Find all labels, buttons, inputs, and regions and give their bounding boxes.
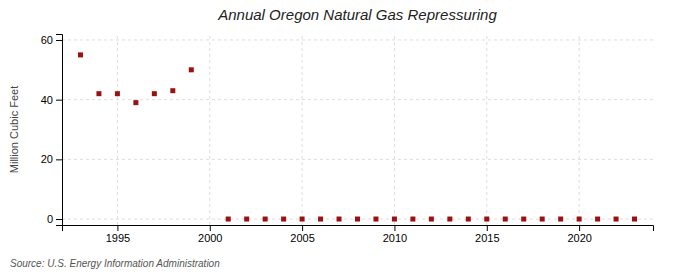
- point: [78, 52, 83, 57]
- point: [429, 217, 434, 222]
- grid-line-x: [394, 34, 395, 225]
- grid-line-x: [579, 34, 580, 225]
- point: [540, 217, 545, 222]
- point: [152, 91, 157, 96]
- y-tick-mark: [56, 159, 62, 160]
- x-tick: 2020: [567, 225, 591, 244]
- point: [503, 217, 508, 222]
- y-tick: 20: [41, 153, 62, 165]
- point: [133, 100, 138, 105]
- point: [226, 217, 231, 222]
- point: [115, 91, 120, 96]
- x-tick: 1995: [106, 225, 130, 244]
- point: [263, 217, 268, 222]
- y-tick-mark: [56, 219, 62, 220]
- x-tick-mark: [579, 225, 580, 231]
- x-tick-label: 2020: [567, 232, 591, 244]
- grid-line-x: [486, 34, 487, 225]
- grid-line-x: [209, 34, 210, 225]
- grid-line-x: [117, 34, 118, 225]
- point: [300, 217, 305, 222]
- grid-line-y: [62, 159, 653, 160]
- x-tick-mark: [117, 225, 118, 231]
- source-note: Source: U.S. Energy Information Administ…: [10, 258, 220, 269]
- x-axis: 1995 2000 2005 2010 2015 2020: [63, 225, 654, 244]
- point: [96, 91, 101, 96]
- point: [170, 88, 175, 93]
- y-tick-label: 40: [41, 94, 53, 106]
- y-tick-label: 0: [47, 213, 53, 225]
- x-tick-mark: [210, 225, 211, 231]
- point: [337, 217, 342, 222]
- grid-line-y: [62, 99, 653, 100]
- y-axis-line: [56, 35, 63, 226]
- point: [614, 217, 619, 222]
- x-tick-label: 2015: [475, 232, 499, 244]
- x-tick: 2015: [475, 225, 499, 244]
- y-axis: 0 20 40 60: [41, 34, 63, 226]
- y-tick: 40: [41, 94, 62, 106]
- title: Annual Oregon Natural Gas Repressuring: [217, 6, 497, 23]
- x-tick-label: 2000: [198, 232, 222, 244]
- point: [558, 217, 563, 222]
- grid-line-y: [62, 39, 653, 40]
- chart-container: 1995 2000 2005 2010 2015 2020 0 20 40 60 Annual Or…: [0, 0, 675, 275]
- point: [244, 217, 249, 222]
- point: [189, 67, 194, 72]
- point: [484, 217, 489, 222]
- point: [318, 217, 323, 222]
- y-tick-mark: [56, 40, 62, 41]
- grid: [62, 34, 653, 225]
- point: [521, 217, 526, 222]
- y-tick-mark: [56, 100, 62, 101]
- x-tick-label: 2005: [290, 232, 314, 244]
- x-tick-mark: [302, 225, 303, 231]
- x-tick: 2005: [290, 225, 314, 244]
- grid-line-x: [302, 34, 303, 225]
- x-axis-line: [63, 226, 654, 232]
- point: [355, 217, 360, 222]
- point: [392, 217, 397, 222]
- x-tick-mark: [487, 225, 488, 231]
- point: [281, 217, 286, 222]
- x-tick-label: 1995: [106, 232, 130, 244]
- point: [373, 217, 378, 222]
- y-tick-label: 20: [41, 153, 53, 165]
- x-tick: 2010: [383, 225, 407, 244]
- point: [595, 217, 600, 222]
- y-tick: 0: [47, 213, 62, 225]
- y-axis-label: Million Cubic Feet: [8, 86, 20, 173]
- plot-area: [78, 52, 637, 221]
- x-tick: 2000: [198, 225, 222, 244]
- x-tick-mark: [394, 225, 395, 231]
- point: [466, 217, 471, 222]
- point: [410, 217, 415, 222]
- y-tick: 60: [41, 34, 62, 46]
- x-tick-label: 2010: [383, 232, 407, 244]
- y-tick-label: 60: [41, 34, 53, 46]
- point: [447, 217, 452, 222]
- point: [577, 217, 582, 222]
- point: [632, 217, 637, 222]
- chart-svg: 1995 2000 2005 2010 2015 2020 0 20 40 60 Annual Or…: [0, 0, 675, 275]
